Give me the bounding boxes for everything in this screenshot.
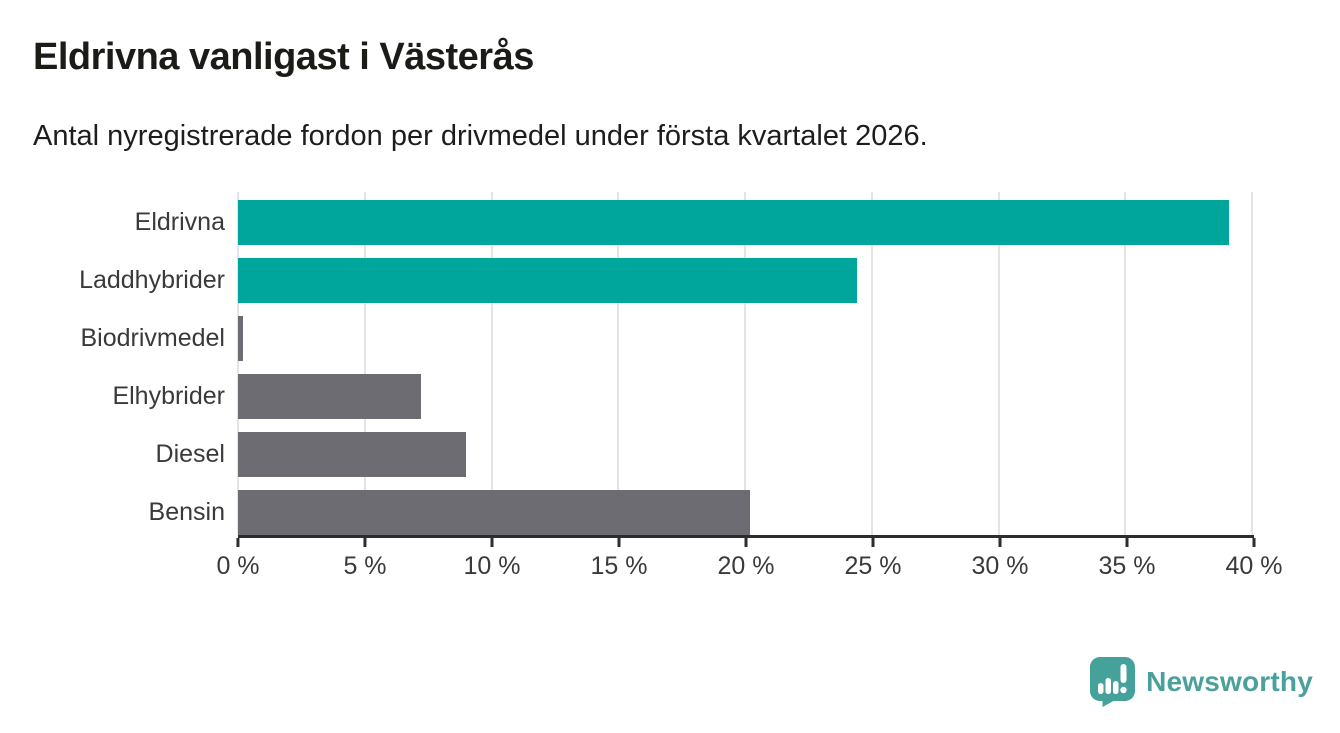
x-tick: 25 % bbox=[844, 538, 902, 581]
x-tick-label: 40 % bbox=[1225, 552, 1283, 580]
tick-mark bbox=[744, 538, 748, 547]
gridline bbox=[1251, 192, 1253, 535]
tick-mark bbox=[490, 538, 494, 547]
x-tick-label: 5 % bbox=[343, 552, 387, 580]
y-axis-label: Diesel bbox=[155, 440, 225, 468]
x-tick-label: 0 % bbox=[216, 552, 260, 580]
x-tick-label: 25 % bbox=[844, 552, 902, 580]
bar-row: Eldrivna bbox=[0, 200, 1252, 245]
bar-rows: Eldrivna Laddhybrider Biodrivmedel Elhybrid… bbox=[0, 192, 1252, 535]
x-tick: 5 % bbox=[343, 538, 387, 581]
chart-title: Eldrivna vanligast i Västerås bbox=[33, 36, 534, 78]
gridline bbox=[363, 192, 366, 535]
bar-row: Bensin bbox=[0, 490, 1252, 535]
bar bbox=[238, 316, 244, 361]
x-tick: 20 % bbox=[717, 538, 775, 581]
brand-name: Newsworthy bbox=[1146, 666, 1313, 697]
y-axis-label: Laddhybrider bbox=[79, 266, 225, 294]
bar bbox=[238, 200, 1230, 245]
bar-row: Laddhybrider bbox=[0, 258, 1252, 303]
bar-row: Diesel bbox=[0, 432, 1252, 477]
bar-track bbox=[238, 200, 1252, 245]
bar-track bbox=[238, 316, 1252, 361]
gridline bbox=[997, 192, 1000, 535]
tick-mark bbox=[1125, 538, 1129, 547]
x-tick: 40 % bbox=[1225, 538, 1283, 581]
x-tick-label: 35 % bbox=[1098, 552, 1156, 580]
bar-track bbox=[238, 258, 1252, 303]
chart-subtitle: Antal nyregistrerade fordon per drivmede… bbox=[33, 120, 928, 152]
x-axis: 0 % 5 % 10 % 15 % 20 % 25 % 30 % 35 % 40 % bbox=[216, 535, 1282, 590]
y-axis-label: Eldrivna bbox=[134, 208, 225, 236]
x-tick-label: 20 % bbox=[717, 552, 775, 580]
bar-chart: Eldrivna Laddhybrider Biodrivmedel Elhybrid… bbox=[0, 192, 1282, 590]
tick-mark bbox=[998, 538, 1002, 547]
gridline bbox=[617, 192, 620, 535]
newsworthy-brand: Newsworthy bbox=[1090, 657, 1313, 707]
bar-row: Biodrivmedel bbox=[0, 316, 1252, 361]
x-tick-label: 15 % bbox=[590, 552, 648, 580]
tick-mark bbox=[1252, 538, 1256, 547]
x-tick: 35 % bbox=[1098, 538, 1156, 581]
gridline bbox=[744, 192, 746, 535]
gridline bbox=[870, 192, 873, 535]
x-tick-label: 30 % bbox=[971, 552, 1029, 580]
bar-track bbox=[238, 490, 1252, 535]
gridline bbox=[237, 192, 239, 535]
bar bbox=[238, 374, 421, 419]
bar-row: Elhybrider bbox=[0, 374, 1252, 419]
tick-mark bbox=[363, 538, 367, 547]
tick-mark bbox=[236, 538, 240, 547]
y-axis-label: Elhybrider bbox=[112, 382, 225, 410]
newsworthy-logo-icon bbox=[1090, 657, 1136, 707]
bar-track bbox=[238, 432, 1252, 477]
bar-track bbox=[238, 374, 1252, 419]
x-tick: 10 % bbox=[463, 538, 521, 581]
gridlines bbox=[237, 192, 1253, 535]
bar bbox=[238, 258, 857, 303]
bar bbox=[238, 432, 467, 477]
x-tick: 0 % bbox=[216, 538, 260, 581]
x-tick: 30 % bbox=[971, 538, 1029, 581]
tick-mark bbox=[617, 538, 621, 547]
x-tick: 15 % bbox=[590, 538, 648, 581]
tick-mark bbox=[871, 538, 875, 547]
gridline bbox=[490, 192, 493, 535]
gridline bbox=[1124, 192, 1127, 535]
x-tick-label: 10 % bbox=[463, 552, 521, 580]
y-axis-label: Bensin bbox=[148, 498, 225, 526]
y-axis-label: Biodrivmedel bbox=[80, 324, 225, 352]
bar bbox=[238, 490, 751, 535]
